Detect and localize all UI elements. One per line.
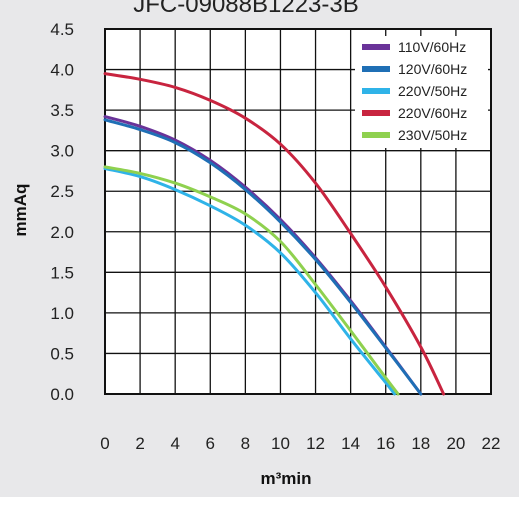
plot-frame	[104, 28, 492, 395]
y-tick-label: 0.5	[50, 344, 74, 363]
x-tick-label: 4	[170, 434, 179, 453]
y-tick-label: 4.5	[50, 20, 74, 39]
x-tick-label: 6	[206, 434, 215, 453]
y-tick-label: 2.5	[50, 182, 74, 201]
y-tick-label: 4.0	[50, 61, 74, 80]
legend-label-230v-50hz: 230V/50Hz	[398, 127, 467, 143]
x-tick-label: 2	[135, 434, 144, 453]
legend-swatch-220v-60hz	[362, 110, 390, 116]
x-tick-label: 0	[100, 434, 109, 453]
chart-title: JFC-09088B1223-3B	[133, 0, 358, 18]
y-tick-label: 2.0	[50, 223, 74, 242]
x-tick-label: 10	[271, 434, 290, 453]
x-tick-label: 16	[376, 434, 395, 453]
y-tick-label: 3.0	[50, 142, 74, 161]
y-tick-label: 1.0	[50, 304, 74, 323]
legend-swatch-230v-50hz	[362, 132, 390, 138]
legend-swatch-120v-60hz	[362, 66, 390, 72]
x-tick-label: 22	[482, 434, 501, 453]
x-tick-label: 12	[306, 434, 325, 453]
series-line-220v-50hz	[103, 167, 396, 396]
series-line-220v-60hz	[103, 72, 446, 396]
y-tick-label: 3.5	[50, 101, 74, 120]
legend-label-220v-60hz: 220V/60Hz	[398, 105, 467, 121]
x-tick-label: 14	[341, 434, 360, 453]
y-tick-label: 1.5	[50, 263, 74, 282]
x-axis-title: m³min	[261, 469, 312, 488]
legend-swatch-110v-60hz	[362, 44, 390, 50]
legend: 110V/60Hz 120V/60Hz 220V/50Hz 220V/60Hz 230V…	[355, 36, 488, 148]
legend-label-110v-60hz: 110V/60Hz	[398, 39, 466, 55]
legend-label-120v-60hz: 120V/60Hz	[398, 61, 467, 77]
x-tick-label: 8	[241, 434, 250, 453]
x-tick-label: 20	[446, 434, 465, 453]
plot-area: 0 2 4 6 8 10 12 14 16 18 20 22 0.0 0.5 1.0 1.5 2.0 2.5 3.0…	[50, 20, 500, 453]
series-line-120v-60hz	[103, 118, 423, 396]
legend-swatch-220v-50hz	[362, 88, 390, 94]
legend-label-220v-50hz: 220V/50Hz	[398, 83, 467, 99]
y-axis-title: mmAq	[11, 184, 30, 237]
y-tick-label: 0.0	[50, 385, 74, 404]
x-tick-label: 18	[411, 434, 430, 453]
series-line-230v-50hz	[103, 165, 400, 396]
